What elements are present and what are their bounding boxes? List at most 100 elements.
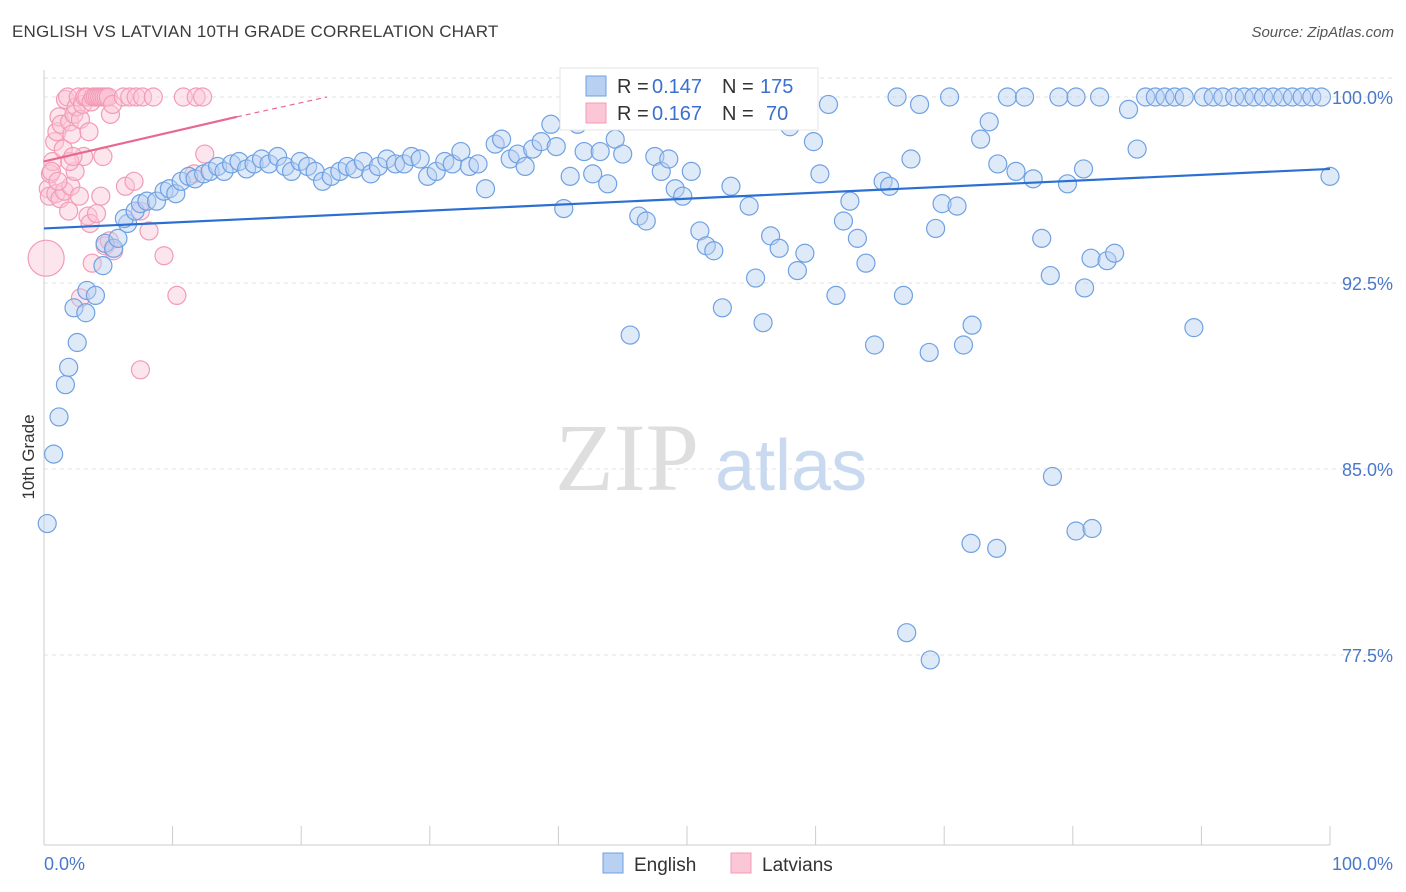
latvians-point (124, 171, 144, 191)
english-point (451, 141, 471, 162)
latvians-point (80, 213, 100, 234)
watermark-zip: ZIP (555, 404, 699, 511)
source-label: Source: ZipAtlas.com (1251, 24, 1394, 41)
english-point (137, 191, 157, 211)
english-point (1174, 87, 1194, 107)
x-ticks (43, 826, 1331, 845)
legend-english-r-value: 0.147 (652, 76, 702, 98)
y-tick-label: 77.5% (1342, 646, 1393, 666)
english-point (901, 149, 921, 169)
english-point (932, 194, 952, 214)
english-point (275, 156, 295, 177)
latvians-point (48, 171, 68, 191)
english-point (620, 325, 640, 345)
english-point (939, 87, 960, 107)
x-tick-label-max: 100.0% (1332, 854, 1393, 874)
english-point (435, 151, 455, 172)
english-trend-line (43, 167, 1331, 230)
english-point (1073, 159, 1094, 179)
legend-latvians-n-label: N = (722, 103, 754, 125)
english-point (795, 243, 815, 263)
english-point (475, 179, 496, 199)
english-point (1097, 251, 1117, 271)
latvians-point (70, 288, 91, 308)
english-point (1089, 87, 1110, 107)
english-point (361, 164, 381, 184)
english-point (1234, 87, 1254, 107)
english-point (554, 199, 574, 219)
latvians-point (130, 360, 151, 380)
legend-latvians-swatch (585, 102, 607, 124)
english-point (1193, 87, 1214, 107)
latvians-point (102, 94, 123, 115)
english-point (856, 253, 876, 273)
english-point (673, 186, 693, 206)
latvians-point (65, 161, 85, 181)
english-point (1040, 265, 1060, 286)
english-point (947, 196, 967, 216)
english-point (410, 149, 430, 169)
english-point (787, 261, 807, 281)
english-point (590, 141, 610, 162)
english-point (1311, 87, 1332, 107)
english-point (826, 285, 846, 305)
latvians-point (130, 201, 151, 221)
english-point (1066, 521, 1086, 541)
english-point (887, 87, 907, 107)
english-point (1203, 87, 1223, 107)
english-point (268, 146, 288, 167)
english-point (1263, 87, 1283, 107)
english-point (44, 444, 64, 464)
bottom-legend-latvians-label: Latvians (762, 855, 833, 876)
english-point (146, 191, 167, 211)
watermark-atlas: atlas (715, 426, 867, 506)
english-point (55, 375, 76, 395)
english-point (1136, 87, 1156, 107)
legend-english-n-value: 175 (760, 76, 793, 98)
latvians-point (41, 161, 62, 181)
english-point (208, 156, 228, 177)
english-point (1023, 169, 1043, 189)
english-point (1244, 87, 1264, 107)
english-point (104, 238, 124, 258)
english-point (492, 129, 512, 149)
english-point (962, 315, 982, 335)
english-point (1320, 166, 1340, 186)
english-point (803, 132, 824, 152)
english-point (818, 94, 839, 115)
latvians-point (154, 246, 174, 266)
bottom-legend-english-label: English (634, 855, 696, 876)
chart-title: ENGLISH VS LATVIAN 10TH GRADE CORRELATIO… (12, 22, 499, 41)
english-point (166, 184, 186, 204)
english-point (76, 303, 96, 323)
english-point (745, 268, 766, 288)
english-points (37, 87, 1340, 670)
english-point (704, 241, 724, 261)
latvians-point (167, 285, 187, 305)
english-point (909, 94, 930, 115)
english-point (37, 513, 57, 534)
latvians-point (79, 122, 99, 142)
english-point (864, 335, 885, 355)
english-point (49, 407, 69, 427)
x-tick-label-min: 0.0% (44, 854, 85, 874)
legend-english-r-label: R = (617, 76, 649, 98)
english-point (712, 298, 732, 318)
english-point (1292, 87, 1312, 107)
english-point (93, 256, 113, 276)
english-point (1127, 139, 1147, 159)
latvians-point (195, 144, 215, 164)
english-point (971, 129, 991, 149)
english-point (1032, 228, 1052, 248)
latvians-point (126, 87, 146, 107)
english-point (1225, 87, 1245, 107)
english-point (659, 149, 679, 169)
english-point (810, 164, 830, 184)
english-point (1042, 466, 1063, 487)
latvians-point (143, 87, 163, 107)
english-point (721, 176, 741, 196)
latvians-point (59, 201, 79, 221)
english-point (1082, 518, 1102, 539)
legend-english-n-label: N = (722, 76, 754, 98)
